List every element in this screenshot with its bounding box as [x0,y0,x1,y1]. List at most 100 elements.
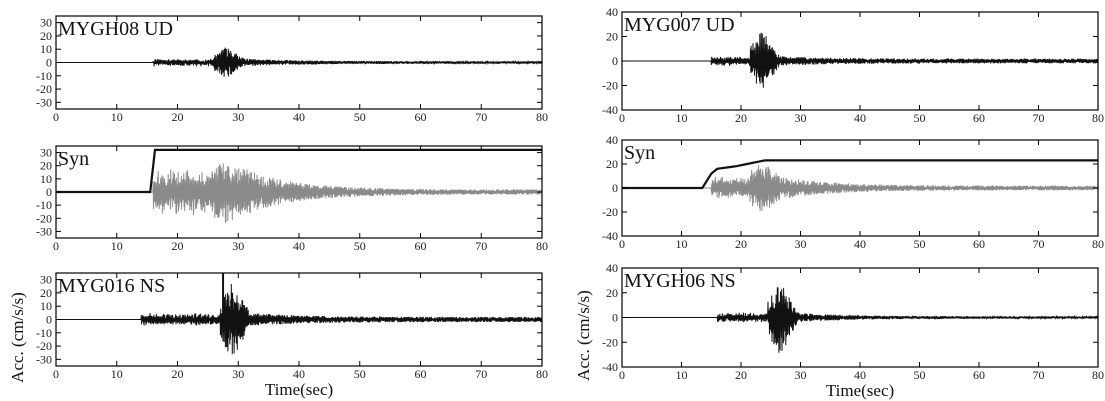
x-tick-label: 30 [795,237,807,251]
y-tick-label: 0 [46,313,52,327]
x-tick-label: 70 [475,367,487,381]
x-tick-label: 30 [795,111,807,125]
x-tick-label: 10 [111,110,123,124]
y-tick-label: -30 [36,224,52,238]
x-tick-label: 60 [973,237,985,251]
x-tick-label: 40 [854,237,866,251]
cumulative-trace [622,159,1098,190]
station-label: Syn [58,148,89,170]
x-tick-label: 20 [172,367,184,381]
x-tick-label: 0 [53,367,59,381]
x-tick-label: 30 [232,239,244,253]
x-tick-label: 40 [293,110,305,124]
x-tick-label: 10 [676,111,688,125]
x-tick-label: 40 [854,368,866,382]
y-tick-label: 10 [40,299,52,313]
x-tick-label: 60 [415,110,427,124]
x-tick-label: 30 [232,110,244,124]
x-tick-label: 70 [475,239,487,253]
y-tick-label: 0 [612,181,618,195]
x-tick-label: 80 [536,110,548,124]
station-label: Syn [624,142,655,164]
waveform-trace [622,287,1098,353]
x-tick-label: 0 [619,111,625,125]
x-tick-label: 80 [1092,111,1104,125]
y-tick-label: 0 [612,54,618,68]
x-tick-label: 20 [735,237,747,251]
x-tick-label: 50 [354,110,366,124]
y-tick-label: -40 [602,103,618,117]
x-tick-label: 60 [973,368,985,382]
plot-area [56,47,542,77]
x-tick-label: 20 [172,239,184,253]
y-tick-label: 30 [40,146,52,160]
panel-6: 0 10 20 30 40 50 60 70 80 -40 -20 0 20 40 MYGH06 NS Tim… [574,261,1104,400]
x-tick-label: 50 [354,367,366,381]
y-tick-label: -20 [36,211,52,225]
y-tick-label: 20 [40,286,52,300]
station-label: MYG007 UD [624,14,735,36]
station-label: MYGH06 NS [624,270,736,292]
y-tick-label: 20 [40,29,52,43]
x-tick-label: 60 [415,239,427,253]
x-tick-label: 40 [293,239,305,253]
plot-area [622,159,1098,212]
y-tick-label: 20 [40,159,52,173]
x-axis-title: Time(sec) [826,381,894,400]
waveform-trace [56,47,542,77]
y-tick-label: -10 [36,326,52,340]
panel-5: 0 10 20 30 40 50 60 70 80 -40 -20 0 20 40 Syn [602,133,1104,251]
x-tick-label: 40 [854,111,866,125]
x-tick-label: 20 [735,368,747,382]
y-tick-label: 20 [606,157,618,171]
y-tick-label: 10 [40,172,52,186]
y-axis-title: Acc. (cm/s/s) [8,292,27,383]
y-tick-label: -20 [36,82,52,96]
x-tick-label: 0 [619,368,625,382]
x-tick-label: 70 [1033,368,1045,382]
x-tick-label: 50 [354,239,366,253]
x-tick-label: 40 [293,367,305,381]
y-tick-label: 10 [40,42,52,56]
x-tick-label: 50 [914,237,926,251]
y-axis-title: Acc. (cm/s/s) [574,290,593,381]
x-tick-label: 0 [53,110,59,124]
x-tick-label: 70 [1033,111,1045,125]
plot-area [622,32,1098,88]
waveform-trace [622,32,1098,88]
y-tick-label: -20 [36,339,52,353]
panel-4: 0 10 20 30 40 50 60 70 80 -40 -20 0 20 40 MYG007 UD [602,5,1104,125]
cumulative-trace [56,148,542,194]
x-tick-label: 20 [172,110,184,124]
y-tick-label: -30 [36,352,52,366]
x-tick-label: 60 [415,367,427,381]
x-tick-label: 70 [475,110,487,124]
y-tick-label: 0 [612,311,618,325]
y-tick-label: 40 [606,133,618,147]
y-tick-label: 20 [606,30,618,44]
plot-area [622,287,1098,353]
y-tick-label: -10 [36,198,52,212]
plot-area [56,273,542,355]
x-tick-label: 10 [676,237,688,251]
y-tick-label: 0 [46,56,52,70]
x-tick-label: 80 [536,367,548,381]
x-tick-label: 80 [1092,237,1104,251]
plot-area [56,148,542,223]
y-tick-label: -10 [36,69,52,83]
x-tick-label: 10 [676,368,688,382]
x-tick-label: 0 [619,237,625,251]
x-tick-label: 10 [111,367,123,381]
y-tick-label: 0 [46,185,52,199]
y-tick-label: 20 [606,286,618,300]
waveform-trace [56,283,542,355]
y-tick-label: -30 [36,95,52,109]
x-tick-label: 30 [795,368,807,382]
y-tick-label: -20 [602,335,618,349]
x-tick-label: 50 [914,368,926,382]
y-tick-label: 30 [40,273,52,287]
y-tick-label: -20 [602,205,618,219]
